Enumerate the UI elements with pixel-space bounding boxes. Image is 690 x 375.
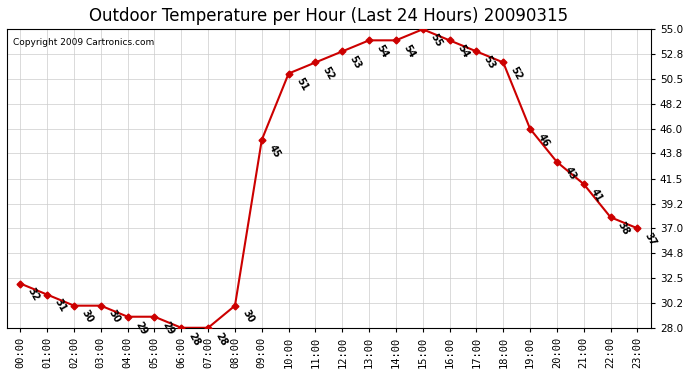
- Text: 32: 32: [26, 286, 41, 303]
- Text: 54: 54: [375, 43, 390, 60]
- Text: 46: 46: [535, 132, 551, 148]
- Text: Copyright 2009 Cartronics.com: Copyright 2009 Cartronics.com: [13, 38, 155, 47]
- Text: 37: 37: [643, 231, 658, 248]
- Text: 52: 52: [509, 65, 524, 82]
- Text: 55: 55: [428, 32, 444, 49]
- Text: 54: 54: [455, 43, 471, 60]
- Text: 28: 28: [214, 330, 229, 347]
- Text: 41: 41: [589, 187, 604, 204]
- Title: Outdoor Temperature per Hour (Last 24 Hours) 20090315: Outdoor Temperature per Hour (Last 24 Ho…: [89, 7, 569, 25]
- Text: 53: 53: [482, 54, 497, 71]
- Text: 52: 52: [321, 65, 337, 82]
- Text: 30: 30: [241, 309, 256, 325]
- Text: 51: 51: [294, 76, 310, 93]
- Text: 30: 30: [79, 309, 95, 325]
- Text: 31: 31: [52, 297, 68, 314]
- Text: 29: 29: [133, 320, 148, 336]
- Text: 28: 28: [187, 330, 202, 347]
- Text: 43: 43: [562, 165, 578, 182]
- Text: 38: 38: [616, 220, 631, 237]
- Text: 30: 30: [106, 309, 122, 325]
- Text: 29: 29: [160, 320, 175, 336]
- Text: 45: 45: [267, 142, 283, 159]
- Text: 53: 53: [348, 54, 363, 71]
- Text: 54: 54: [402, 43, 417, 60]
